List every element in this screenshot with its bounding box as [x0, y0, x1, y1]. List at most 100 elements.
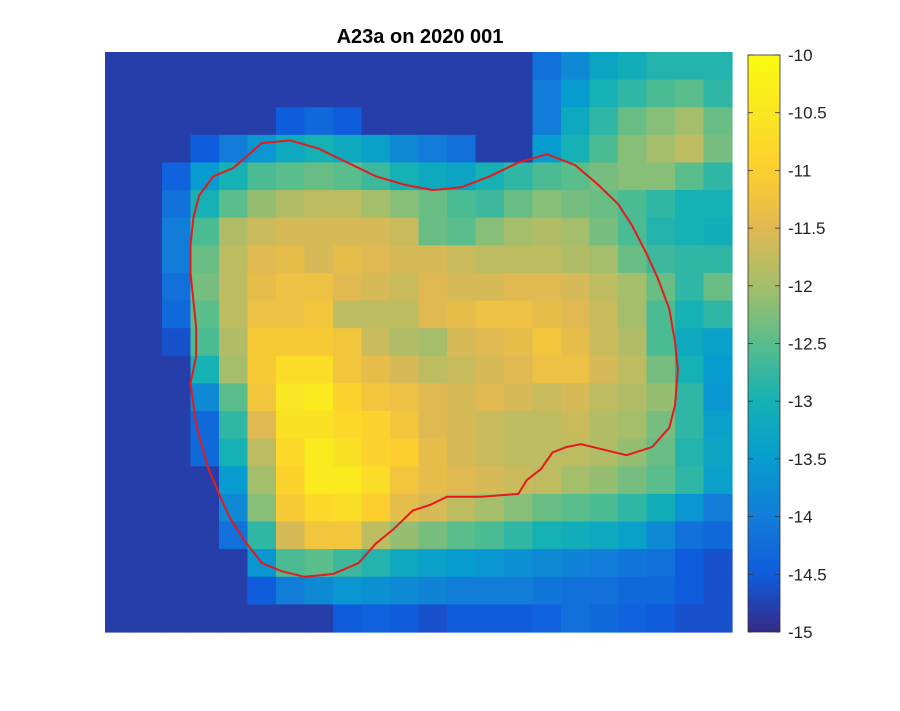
heatmap-cell [390, 383, 420, 412]
heatmap-cell [133, 272, 163, 302]
heatmap-cell [418, 52, 448, 81]
heatmap-cell [390, 52, 420, 81]
heatmap-cell [675, 245, 705, 274]
heatmap-cell [361, 383, 391, 412]
heatmap-cell [589, 217, 619, 246]
heatmap-cell [646, 466, 676, 495]
heatmap-cell [361, 300, 391, 329]
colorbar-tick-label: -13.5 [788, 450, 827, 469]
heatmap-cell [162, 549, 192, 578]
heatmap-cell [304, 245, 334, 274]
heatmap-cell [504, 272, 534, 302]
heatmap-cell [190, 466, 220, 495]
heatmap-cell [390, 521, 420, 550]
heatmap-cell [247, 79, 277, 108]
heatmap-cell [561, 272, 591, 302]
heatmap-cell [133, 493, 163, 523]
colorbar-tick-label: -10 [788, 46, 813, 65]
heatmap-cell [447, 493, 477, 523]
heatmap-cell [675, 52, 705, 81]
heatmap-cell [447, 355, 477, 385]
heatmap-cell [703, 162, 733, 191]
heatmap-cell [703, 604, 733, 633]
colorbar-tick-label: -12.5 [788, 335, 827, 354]
heatmap-cell [162, 328, 192, 357]
heatmap-cell [475, 300, 505, 329]
heatmap-cell [418, 355, 448, 385]
heatmap-cell [561, 438, 591, 467]
heatmap-cell [646, 107, 676, 136]
heatmap-cell [304, 162, 334, 191]
heatmap-cell [304, 549, 334, 578]
heatmap-cell [618, 300, 648, 329]
heatmap-cell [276, 576, 306, 605]
heatmap-cell [589, 300, 619, 329]
heatmap-cell [646, 521, 676, 550]
heatmap-cell [190, 217, 220, 246]
heatmap-cell [418, 190, 448, 219]
heatmap-cell [703, 272, 733, 302]
heatmap-cell [475, 79, 505, 108]
heatmap-cell [105, 52, 135, 81]
heatmap-cell [532, 438, 562, 467]
heatmap-cell [418, 134, 448, 164]
heatmap-cell [276, 604, 306, 633]
heatmap-cell [475, 245, 505, 274]
heatmap-cell [247, 411, 277, 440]
heatmap-cell [219, 107, 249, 136]
heatmap-cell [418, 300, 448, 329]
heatmap-cell [703, 217, 733, 246]
heatmap-cell [532, 272, 562, 302]
heatmap-cell [333, 466, 363, 495]
heatmap-cell [475, 493, 505, 523]
heatmap-cell [504, 355, 534, 385]
heatmap-cell [532, 549, 562, 578]
heatmap-cell [304, 604, 334, 633]
heatmap-cell [361, 493, 391, 523]
heatmap-cell [105, 245, 135, 274]
heatmap-cell [333, 79, 363, 108]
heatmap-cell [646, 245, 676, 274]
heatmap-cell [247, 576, 277, 605]
heatmap-cell [105, 355, 135, 385]
heatmap-cell [361, 576, 391, 605]
heatmap-cell [618, 466, 648, 495]
colorbar-tick-label: -14 [788, 508, 813, 527]
heatmap-cell [504, 438, 534, 467]
heatmap-cell [532, 604, 562, 633]
heatmap-cell [561, 190, 591, 219]
heatmap-cell [361, 245, 391, 274]
heatmap-cell [133, 383, 163, 412]
heatmap-cell [247, 217, 277, 246]
heatmap-cell [504, 79, 534, 108]
heatmap-cell [646, 134, 676, 164]
heatmap-cell [646, 383, 676, 412]
heatmap-cell [105, 272, 135, 302]
heatmap-cell [361, 328, 391, 357]
heatmap-cell [618, 604, 648, 633]
heatmap-cell [703, 190, 733, 219]
heatmap-cell [618, 79, 648, 108]
heatmap-cell [418, 217, 448, 246]
heatmap-cell [418, 272, 448, 302]
heatmap-cell [504, 383, 534, 412]
heatmap-cell [190, 493, 220, 523]
heatmap-cell [361, 272, 391, 302]
heatmap-cell [532, 162, 562, 191]
heatmap-cell [561, 549, 591, 578]
heatmap-cell [703, 134, 733, 164]
heatmap-cell [190, 328, 220, 357]
heatmap-cell [532, 328, 562, 357]
heatmap-cell [475, 549, 505, 578]
heatmap-cell [646, 355, 676, 385]
heatmap-cell [333, 245, 363, 274]
heatmap-cell [532, 190, 562, 219]
heatmap-cell [589, 604, 619, 633]
heatmap-cell [133, 190, 163, 219]
heatmap-cell [532, 576, 562, 605]
heatmap-cell [361, 438, 391, 467]
contour-line [189, 139, 679, 578]
heatmap-cell [447, 217, 477, 246]
colorbar-tick-label: -11.5 [788, 219, 826, 238]
